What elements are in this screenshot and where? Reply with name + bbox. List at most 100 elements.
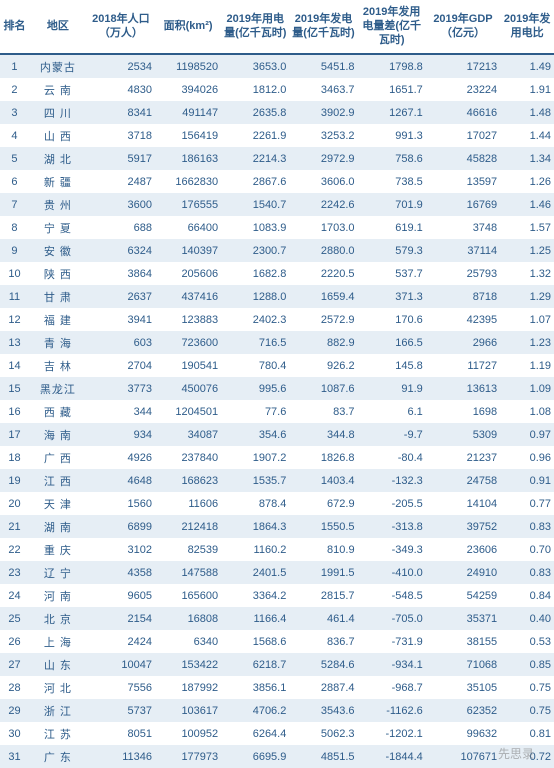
cell-area: 723600: [155, 331, 221, 354]
cell-region: 广 西: [29, 446, 87, 469]
cell-gdp: 24910: [426, 561, 500, 584]
cell-diff: 991.3: [358, 124, 426, 147]
cell-rank: 19: [0, 469, 29, 492]
cell-ratio: 1.29: [500, 285, 554, 308]
cell-pop: 5917: [87, 147, 155, 170]
cell-region: 江 西: [29, 469, 87, 492]
cell-cons: 1812.0: [221, 78, 289, 101]
cell-cons: 1160.2: [221, 538, 289, 561]
cell-gen: 2880.0: [289, 239, 357, 262]
cell-gdp: 35371: [426, 607, 500, 630]
table-header: 排名地区2018年人口（万人）面积(km²)2019年用电量(亿千瓦时)2019…: [0, 0, 554, 54]
cell-pop: 4830: [87, 78, 155, 101]
cell-diff: -705.0: [358, 607, 426, 630]
cell-area: 16808: [155, 607, 221, 630]
cell-pop: 4926: [87, 446, 155, 469]
cell-region: 河 南: [29, 584, 87, 607]
cell-area: 177973: [155, 745, 221, 768]
cell-gdp: 23606: [426, 538, 500, 561]
cell-region: 天 津: [29, 492, 87, 515]
cell-cons: 1682.8: [221, 262, 289, 285]
cell-region: 辽 宁: [29, 561, 87, 584]
cell-gen: 3543.6: [289, 699, 357, 722]
cell-cons: 2214.3: [221, 147, 289, 170]
cell-ratio: 0.96: [500, 446, 554, 469]
cell-cons: 2402.3: [221, 308, 289, 331]
cell-cons: 716.5: [221, 331, 289, 354]
cell-area: 165600: [155, 584, 221, 607]
cell-cons: 2401.5: [221, 561, 289, 584]
cell-region: 四 川: [29, 101, 87, 124]
cell-gdp: 17213: [426, 54, 500, 78]
cell-pop: 2154: [87, 607, 155, 630]
cell-cons: 878.4: [221, 492, 289, 515]
cell-region: 西 藏: [29, 400, 87, 423]
col-header-rank: 排名: [0, 0, 29, 54]
table-row: 18广 西49262378401907.21826.8-80.4212370.9…: [0, 446, 554, 469]
cell-region: 海 南: [29, 423, 87, 446]
cell-diff: -968.7: [358, 676, 426, 699]
cell-area: 187992: [155, 676, 221, 699]
table-row: 26上 海242463401568.6836.7-731.9381550.53: [0, 630, 554, 653]
cell-region: 贵 州: [29, 193, 87, 216]
cell-gen: 836.7: [289, 630, 357, 653]
cell-gdp: 2966: [426, 331, 500, 354]
cell-region: 山 西: [29, 124, 87, 147]
cell-cons: 1568.6: [221, 630, 289, 653]
cell-gdp: 21237: [426, 446, 500, 469]
cell-rank: 28: [0, 676, 29, 699]
cell-pop: 3600: [87, 193, 155, 216]
table-row: 5湖 北59171861632214.32972.9758.6458281.34: [0, 147, 554, 170]
cell-cons: 2867.6: [221, 170, 289, 193]
cell-pop: 3102: [87, 538, 155, 561]
cell-rank: 31: [0, 745, 29, 768]
cell-gen: 1087.6: [289, 377, 357, 400]
cell-area: 6340: [155, 630, 221, 653]
cell-rank: 16: [0, 400, 29, 423]
cell-rank: 4: [0, 124, 29, 147]
cell-cons: 780.4: [221, 354, 289, 377]
cell-area: 1204501: [155, 400, 221, 423]
cell-pop: 603: [87, 331, 155, 354]
cell-pop: 6324: [87, 239, 155, 262]
cell-ratio: 1.23: [500, 331, 554, 354]
cell-ratio: 0.75: [500, 676, 554, 699]
cell-ratio: 1.32: [500, 262, 554, 285]
cell-ratio: 0.85: [500, 653, 554, 676]
cell-pop: 5737: [87, 699, 155, 722]
cell-region: 青 海: [29, 331, 87, 354]
cell-rank: 12: [0, 308, 29, 331]
cell-rank: 7: [0, 193, 29, 216]
cell-gen: 2220.5: [289, 262, 357, 285]
cell-area: 123883: [155, 308, 221, 331]
cell-diff: 145.8: [358, 354, 426, 377]
cell-gdp: 13597: [426, 170, 500, 193]
cell-rank: 5: [0, 147, 29, 170]
cell-pop: 3864: [87, 262, 155, 285]
province-stats-table: 排名地区2018年人口（万人）面积(km²)2019年用电量(亿千瓦时)2019…: [0, 0, 554, 768]
cell-ratio: 1.07: [500, 308, 554, 331]
table-row: 28河 北75561879923856.12887.4-968.7351050.…: [0, 676, 554, 699]
cell-cons: 2300.7: [221, 239, 289, 262]
cell-ratio: 1.57: [500, 216, 554, 239]
cell-rank: 27: [0, 653, 29, 676]
cell-cons: 77.6: [221, 400, 289, 423]
cell-area: 82539: [155, 538, 221, 561]
cell-area: 450076: [155, 377, 221, 400]
cell-gdp: 62352: [426, 699, 500, 722]
cell-diff: -349.3: [358, 538, 426, 561]
cell-region: 湖 南: [29, 515, 87, 538]
cell-area: 176555: [155, 193, 221, 216]
cell-gdp: 8718: [426, 285, 500, 308]
cell-region: 广 东: [29, 745, 87, 768]
table-body: 1内蒙古253411985203653.05451.81798.8172131.…: [0, 54, 554, 768]
cell-diff: -1202.1: [358, 722, 426, 745]
cell-pop: 3773: [87, 377, 155, 400]
cell-area: 34087: [155, 423, 221, 446]
cell-gdp: 17027: [426, 124, 500, 147]
table-row: 16西 藏344120450177.683.76.116981.08: [0, 400, 554, 423]
cell-gdp: 3748: [426, 216, 500, 239]
cell-diff: -1844.4: [358, 745, 426, 768]
cell-cons: 6264.4: [221, 722, 289, 745]
cell-area: 11606: [155, 492, 221, 515]
